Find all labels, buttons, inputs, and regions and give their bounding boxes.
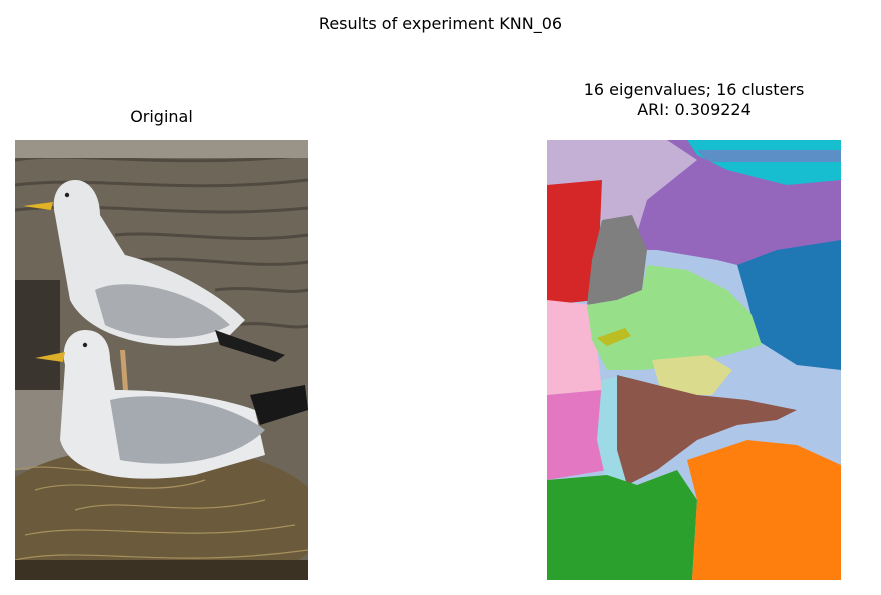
segment-gray <box>587 215 647 305</box>
segment-khaki <box>652 355 732 395</box>
segment-red <box>547 180 602 305</box>
segment-olive <box>597 328 631 346</box>
rock-top <box>15 140 308 158</box>
nest <box>15 445 308 580</box>
segment-blue <box>737 240 841 370</box>
nest-straw <box>15 464 308 561</box>
lower-gull <box>35 330 308 479</box>
figure-title: Results of experiment KNN_06 <box>318 14 563 33</box>
segment-magenta <box>547 390 607 480</box>
segment-orange <box>687 440 841 580</box>
upper-gull <box>23 180 285 390</box>
original-panel-title: Original <box>130 107 193 126</box>
segmentation-panel-title: 16 eigenvalues; 16 clusters ARI: 0.30922… <box>494 80 881 120</box>
segment-purple-streak <box>697 150 841 162</box>
segmentation-title-line1: 16 eigenvalues; 16 clusters <box>583 80 805 99</box>
segment-brown <box>617 375 797 485</box>
shadow-region <box>15 280 60 390</box>
segment-green <box>547 470 697 580</box>
segmentation-image <box>547 140 841 580</box>
segmentation-title-line2: ARI: 0.309224 <box>637 100 751 119</box>
segment-pink <box>547 300 602 395</box>
nest-bottom <box>15 560 308 580</box>
original-image <box>15 140 308 580</box>
segment-light-green <box>587 265 762 370</box>
segment-lavender <box>547 140 697 250</box>
